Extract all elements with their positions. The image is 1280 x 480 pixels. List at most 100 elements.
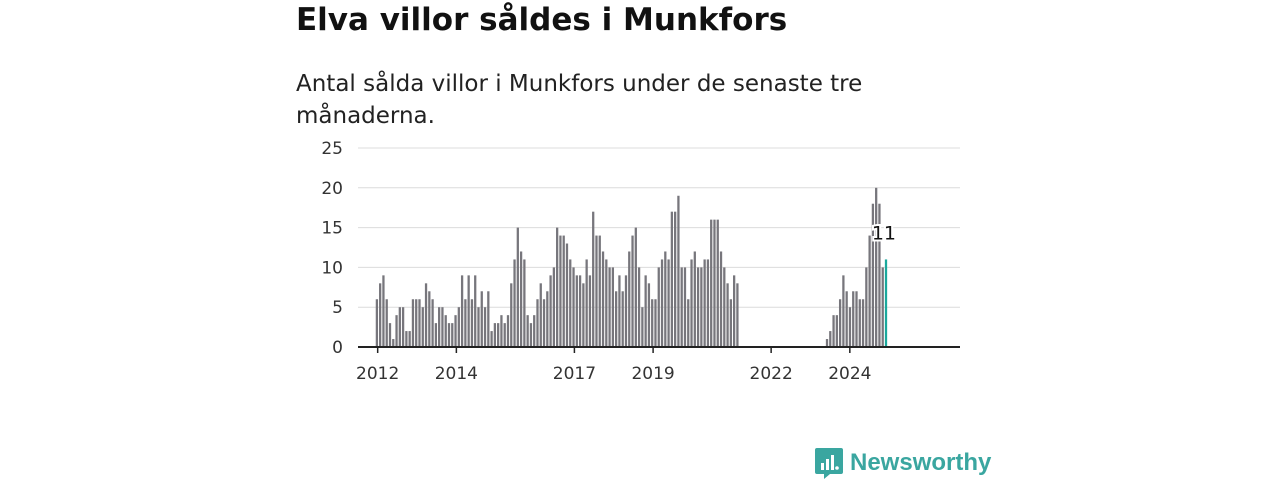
bar <box>415 299 418 347</box>
bar <box>375 299 379 347</box>
bar <box>838 299 842 347</box>
bar <box>559 235 562 347</box>
bar <box>657 267 660 347</box>
y-tick-label: 25 <box>321 139 343 159</box>
bar <box>848 307 852 347</box>
bar <box>585 259 588 347</box>
y-tick-label: 0 <box>332 338 343 358</box>
bar <box>716 219 719 347</box>
bar <box>677 195 680 347</box>
bar <box>388 323 392 347</box>
bar <box>615 291 618 347</box>
bar <box>871 203 875 347</box>
chart-subtitle: Antal sålda villor i Munkfors under de s… <box>296 71 863 129</box>
bar <box>454 315 457 347</box>
bar <box>539 283 542 347</box>
bar <box>444 315 447 347</box>
bar <box>664 251 667 347</box>
bar <box>618 275 621 347</box>
bar <box>533 315 536 347</box>
bar <box>480 291 483 347</box>
bar <box>878 203 881 347</box>
bar <box>592 211 595 347</box>
bar <box>670 211 674 347</box>
bar <box>644 275 647 347</box>
bar <box>395 315 398 347</box>
bar <box>438 307 441 347</box>
bar <box>434 323 438 347</box>
bar <box>464 299 467 347</box>
bar <box>595 235 598 347</box>
bar <box>421 307 424 347</box>
bar <box>379 283 382 347</box>
bar <box>634 227 637 347</box>
bar <box>575 275 578 347</box>
bar <box>382 275 385 347</box>
bar <box>624 275 628 347</box>
x-tick-label: 2022 <box>750 364 793 384</box>
bar <box>385 299 388 347</box>
bar <box>467 275 470 347</box>
y-tick-label: 5 <box>332 298 343 318</box>
bar <box>392 339 395 347</box>
bar <box>608 267 611 347</box>
bar <box>719 251 723 347</box>
bar <box>497 323 500 347</box>
bar <box>405 331 408 347</box>
y-tick-label: 15 <box>321 219 343 239</box>
bar <box>855 291 858 347</box>
bar <box>687 299 690 347</box>
bar <box>713 219 716 347</box>
bar <box>513 259 516 347</box>
bar <box>651 299 654 347</box>
bar <box>526 315 529 347</box>
bar <box>680 267 683 347</box>
bar <box>536 299 539 347</box>
bar <box>562 235 565 347</box>
bar <box>696 267 700 347</box>
bar <box>621 291 624 347</box>
bar <box>552 267 556 347</box>
bar <box>631 235 634 347</box>
bar-highlight <box>884 259 888 347</box>
bar <box>881 267 884 347</box>
bar <box>460 275 464 347</box>
bar <box>546 291 549 347</box>
bar <box>611 267 615 347</box>
bar <box>845 291 848 347</box>
bar <box>565 243 569 347</box>
bar <box>726 283 729 347</box>
bar <box>660 259 664 347</box>
bar <box>842 275 845 347</box>
bar <box>852 291 855 347</box>
bar <box>411 299 415 347</box>
bar <box>477 307 480 347</box>
bar <box>588 275 592 347</box>
bar <box>693 251 696 347</box>
bar <box>447 323 451 347</box>
bar <box>483 307 487 347</box>
bar <box>490 331 493 347</box>
bar <box>710 219 713 347</box>
bar <box>683 267 687 347</box>
x-tick-label: 2019 <box>631 364 674 384</box>
bar <box>628 251 631 347</box>
newsworthy-logo-icon <box>815 448 843 479</box>
bar <box>601 251 605 347</box>
bar <box>487 291 490 347</box>
bar <box>474 275 477 347</box>
highlight-value-label: 11 <box>872 222 896 244</box>
bar <box>641 307 644 347</box>
bar <box>457 307 460 347</box>
bar <box>861 299 865 347</box>
bar <box>637 267 641 347</box>
newsworthy-brand: Newsworthy <box>814 446 991 480</box>
bar <box>875 187 878 347</box>
bar <box>398 307 401 347</box>
bar <box>451 323 454 347</box>
bar <box>733 275 736 347</box>
bar <box>667 259 670 347</box>
bar <box>431 299 434 347</box>
bar <box>647 283 651 347</box>
x-tick-label: 2017 <box>553 364 596 384</box>
